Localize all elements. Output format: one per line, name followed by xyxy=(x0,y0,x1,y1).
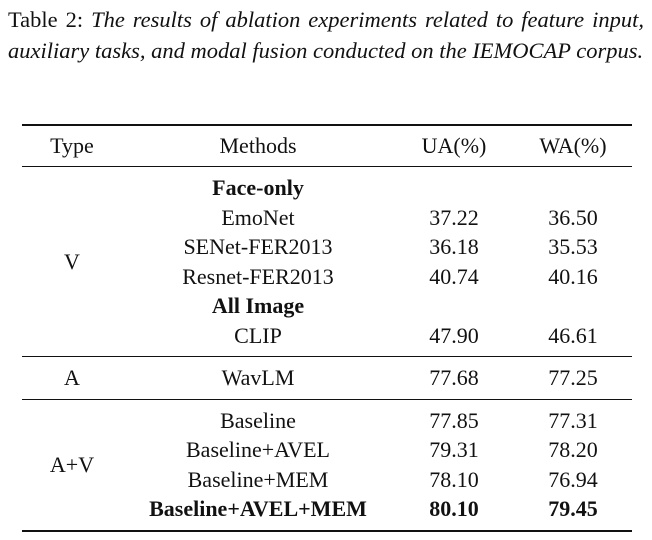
ua-cell: 80.10 xyxy=(429,496,479,521)
table-row: Resnet-FER2013 40.74 40.16 xyxy=(22,262,632,292)
table-row: V Face-only xyxy=(22,167,632,274)
ua-cell: 78.10 xyxy=(429,466,479,492)
method-cell: SENet-FER2013 xyxy=(183,234,333,259)
table-row: Baseline+AVEL+MEM 80.10 79.45 xyxy=(22,494,632,531)
column-header: UA(%) xyxy=(421,133,487,158)
wa-cell: 35.53 xyxy=(548,234,598,259)
wa-cell: 46.61 xyxy=(548,322,598,348)
table-row: A+V Baseline 77.85 77.31 xyxy=(22,399,632,477)
caption-text: The results of ablation experiments rela… xyxy=(8,7,644,63)
method-cell: Baseline+AVEL+MEM xyxy=(149,496,367,521)
method-cell: Baseline xyxy=(220,407,296,433)
table-row: Baseline+MEM 78.10 76.94 xyxy=(22,465,632,495)
wa-cell: 77.25 xyxy=(548,365,598,390)
subheading-cell: Face-only xyxy=(212,175,304,200)
method-cell: Baseline+MEM xyxy=(187,466,329,492)
wa-cell: 76.94 xyxy=(548,466,598,492)
table-row: SENet-FER2013 36.18 35.53 xyxy=(22,232,632,262)
column-header: Methods xyxy=(219,133,297,158)
ua-cell: 77.85 xyxy=(429,407,479,433)
method-cell: CLIP xyxy=(234,322,282,348)
method-cell: EmoNet xyxy=(221,204,295,230)
empty-cell xyxy=(514,167,632,203)
table-row: All Image xyxy=(22,291,632,321)
results-table: Type Methods UA(%) WA(%) V Face-only EmoNet 37… xyxy=(22,124,632,532)
ua-cell: 36.18 xyxy=(429,234,479,259)
row-group: A WavLM 77.68 77.25 xyxy=(22,357,632,400)
table-row: A WavLM 77.68 77.25 xyxy=(22,357,632,400)
table-row: EmoNet 37.22 36.50 xyxy=(22,203,632,233)
ua-cell: 47.90 xyxy=(429,322,479,348)
ua-cell: 37.22 xyxy=(429,204,479,230)
subheading-cell: All Image xyxy=(211,293,305,318)
empty-cell xyxy=(514,291,632,321)
method-cell: Baseline+AVEL xyxy=(186,437,330,462)
ua-cell: 79.31 xyxy=(429,437,479,462)
wa-cell: 40.16 xyxy=(548,263,598,289)
empty-cell xyxy=(394,167,514,203)
caption-label: Table 2: xyxy=(8,7,84,32)
row-group: V Face-only EmoNet 37.22 36.50 SENet-FER2013 3… xyxy=(22,167,632,357)
wa-cell: 79.45 xyxy=(548,496,598,521)
type-cell: A+V xyxy=(49,451,95,477)
column-header: Type xyxy=(50,133,94,158)
wa-cell: 78.20 xyxy=(548,437,598,462)
wa-cell: 77.31 xyxy=(548,407,598,433)
wa-cell: 36.50 xyxy=(548,204,598,230)
type-cell: A xyxy=(64,365,80,390)
ua-cell: 77.68 xyxy=(429,365,479,390)
table-row: CLIP 47.90 46.61 xyxy=(22,321,632,357)
row-group: A+V Baseline 77.85 77.31 Baseline+AVEL 79.31 7… xyxy=(22,399,632,531)
empty-cell xyxy=(394,291,514,321)
method-cell: Resnet-FER2013 xyxy=(182,263,334,289)
type-cell: V xyxy=(64,248,80,274)
ua-cell: 40.74 xyxy=(429,263,479,289)
table-caption: Table 2: The results of ablation experim… xyxy=(8,4,644,66)
method-cell: WavLM xyxy=(221,365,295,390)
table-row: Baseline+AVEL 79.31 78.20 xyxy=(22,435,632,465)
header-row: Type Methods UA(%) WA(%) xyxy=(22,125,632,167)
column-header: WA(%) xyxy=(539,133,607,158)
